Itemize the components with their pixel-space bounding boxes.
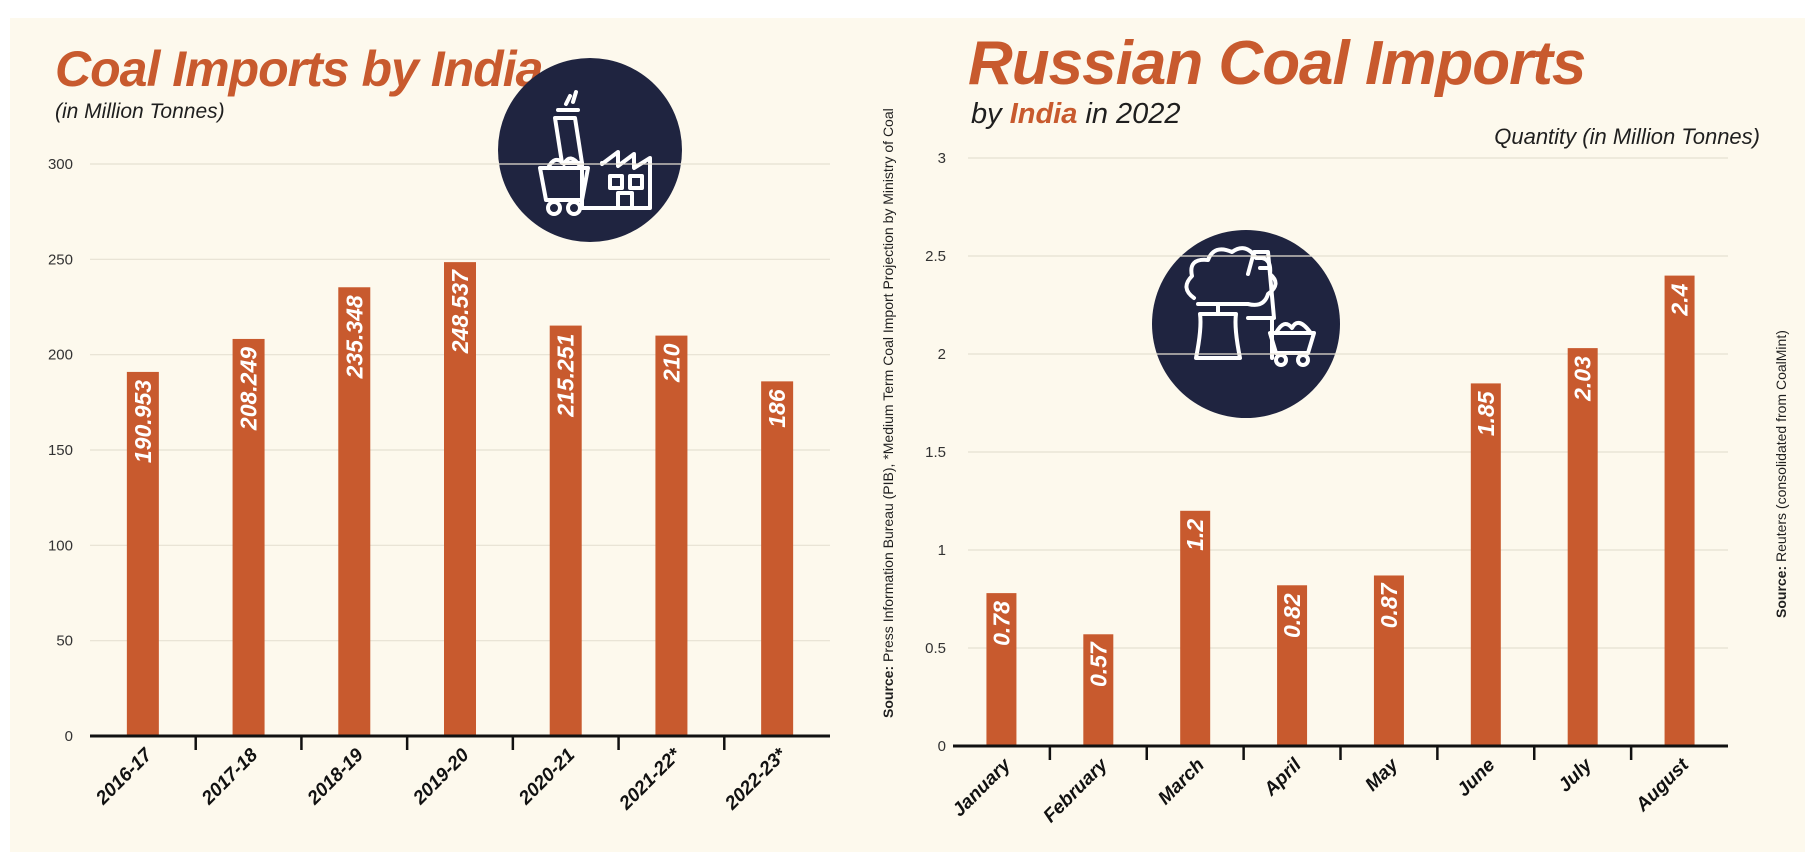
right-subtitle-highlight: India — [1009, 98, 1078, 130]
left-y-tick-label: 50 — [56, 633, 73, 650]
right-bar-value-label: 2.03 — [1570, 356, 1596, 402]
left-bar-value-label: 210 — [658, 343, 684, 383]
left-chart-subtitle: (in Million Tonnes) — [55, 100, 225, 123]
right-y-tick-label: 3 — [938, 150, 946, 167]
left-chart-title: Coal Imports by India — [55, 41, 543, 97]
left-x-tick-label: 2016-17 — [92, 744, 158, 810]
left-bar — [549, 325, 582, 736]
right-bar-value-label: 1.2 — [1182, 519, 1208, 551]
right-bar — [986, 593, 1017, 746]
right-x-tick-label: April — [1259, 754, 1306, 801]
right-chart-subtitle: by India in 2022 — [971, 98, 1181, 131]
right-x-tick-label: January — [949, 754, 1016, 821]
right-bar — [1567, 348, 1598, 746]
right-source-note: Source: Reuters (consolidated from CoalM… — [1773, 330, 1789, 618]
right-subtitle-prefix: by — [971, 98, 1010, 130]
left-bar — [444, 262, 476, 736]
right-unit-label: Quantity (in Million Tonnes) — [1494, 124, 1760, 149]
left-x-tick-label: 2022-23* — [721, 744, 792, 815]
right-chart-title: Russian Coal Imports — [968, 29, 1586, 98]
right-bar-value-label: 1.85 — [1473, 390, 1499, 436]
right-x-tick-label: March — [1154, 755, 1208, 809]
right-source-text: Reuters (consolidated from CoalMint) — [1773, 330, 1789, 562]
right-x-tick-label: July — [1554, 754, 1597, 797]
right-y-tick-label: 1.5 — [925, 444, 946, 461]
right-y-tick-label: 2.5 — [925, 248, 946, 265]
left-y-tick-label: 150 — [48, 442, 73, 459]
right-chart-panel: Russian Coal Imports by India in 2022 Qu… — [918, 18, 1805, 852]
right-bar-value-label: 0.82 — [1279, 593, 1305, 638]
right-y-tick-label: 0.5 — [925, 640, 946, 657]
right-bar-value-label: 0.87 — [1376, 582, 1402, 628]
left-bar-value-label: 208.249 — [236, 347, 262, 431]
left-bar — [232, 338, 265, 736]
right-x-tick-label: February — [1040, 754, 1113, 827]
right-x-tick-label: August — [1631, 754, 1693, 816]
left-bar — [338, 287, 371, 736]
left-x-tick-label: 2018-19 — [303, 744, 368, 809]
right-bar-chart: 0 0.5 1 1.5 2 2.5 3 0.78 January 0.57 February 1.2 M… — [925, 150, 1728, 827]
right-subtitle-suffix: in 2022 — [1077, 98, 1181, 130]
right-bar — [1083, 634, 1114, 746]
left-y-tick-label: 200 — [48, 347, 73, 364]
left-chart-panel: Coal Imports by India (in Million Tonnes… — [10, 18, 920, 852]
right-y-tick-label: 0 — [938, 738, 946, 755]
right-bar — [1277, 585, 1308, 746]
right-y-tick-label: 2 — [938, 346, 946, 363]
right-bar — [1664, 275, 1695, 746]
right-x-tick-label: May — [1361, 754, 1403, 796]
right-bar-value-label: 2.4 — [1667, 283, 1693, 316]
right-bar — [1180, 510, 1211, 746]
right-y-tick-label: 1 — [938, 542, 946, 559]
left-bar — [126, 371, 159, 736]
left-bar-value-label: 215.251 — [553, 334, 579, 418]
left-y-tick-label: 250 — [48, 251, 73, 268]
coal-cart-factory-icon — [498, 58, 682, 242]
right-source-label: Source: — [1773, 565, 1789, 618]
right-x-tick-label: June — [1453, 754, 1500, 801]
left-bar-value-label: 190.953 — [130, 380, 156, 463]
left-bar-value-label: 248.537 — [447, 269, 473, 354]
left-bar — [761, 381, 794, 736]
left-y-tick-label: 100 — [48, 537, 73, 554]
right-bar — [1373, 575, 1404, 746]
right-bar-value-label: 0.78 — [988, 601, 1014, 646]
power-plant-coal-icon — [1152, 230, 1340, 418]
left-bar-value-label: 186 — [764, 389, 790, 428]
left-x-tick-label: 2019-20 — [409, 744, 474, 809]
left-bar — [655, 335, 688, 736]
left-source-note: Source: Press Information Bureau (PIB), … — [880, 108, 896, 718]
left-y-tick-label: 300 — [48, 156, 73, 173]
left-source-text: Press Information Bureau (PIB), *Medium … — [880, 108, 896, 662]
left-x-tick-label: 2021-22* — [615, 744, 686, 815]
left-bar-chart: 0 50 100 150 200 250 300 190.953 2016-17 208.249 2… — [48, 58, 830, 815]
left-bar-value-label: 235.348 — [341, 295, 367, 379]
left-y-tick-label: 0 — [65, 728, 73, 745]
right-bar — [1470, 383, 1501, 746]
left-source-label: Source: — [880, 665, 896, 718]
right-bar-value-label: 0.57 — [1085, 641, 1111, 687]
left-x-tick-label: 2017-18 — [197, 744, 262, 809]
left-x-tick-label: 2020-21 — [514, 745, 579, 810]
